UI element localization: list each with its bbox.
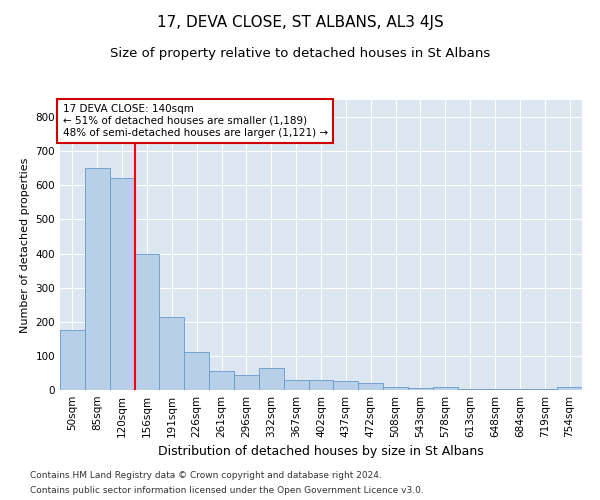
X-axis label: Distribution of detached houses by size in St Albans: Distribution of detached houses by size … xyxy=(158,446,484,458)
Text: 17, DEVA CLOSE, ST ALBANS, AL3 4JS: 17, DEVA CLOSE, ST ALBANS, AL3 4JS xyxy=(157,15,443,30)
Bar xyxy=(308,380,334,390)
Bar xyxy=(209,371,234,390)
Bar xyxy=(184,352,209,390)
Bar xyxy=(160,316,184,390)
Bar xyxy=(259,368,284,390)
Bar xyxy=(383,388,408,390)
Text: 17 DEVA CLOSE: 140sqm
← 51% of detached houses are smaller (1,189)
48% of semi-d: 17 DEVA CLOSE: 140sqm ← 51% of detached … xyxy=(62,104,328,138)
Bar xyxy=(358,383,383,390)
Text: Contains public sector information licensed under the Open Government Licence v3: Contains public sector information licen… xyxy=(30,486,424,495)
Text: Contains HM Land Registry data © Crown copyright and database right 2024.: Contains HM Land Registry data © Crown c… xyxy=(30,471,382,480)
Bar xyxy=(110,178,134,390)
Bar xyxy=(433,388,458,390)
Bar xyxy=(60,330,85,390)
Bar xyxy=(334,382,358,390)
Bar xyxy=(408,388,433,390)
Bar xyxy=(284,380,308,390)
Text: Size of property relative to detached houses in St Albans: Size of property relative to detached ho… xyxy=(110,48,490,60)
Bar xyxy=(557,388,582,390)
Y-axis label: Number of detached properties: Number of detached properties xyxy=(20,158,30,332)
Bar xyxy=(134,254,160,390)
Bar xyxy=(234,374,259,390)
Bar xyxy=(85,168,110,390)
